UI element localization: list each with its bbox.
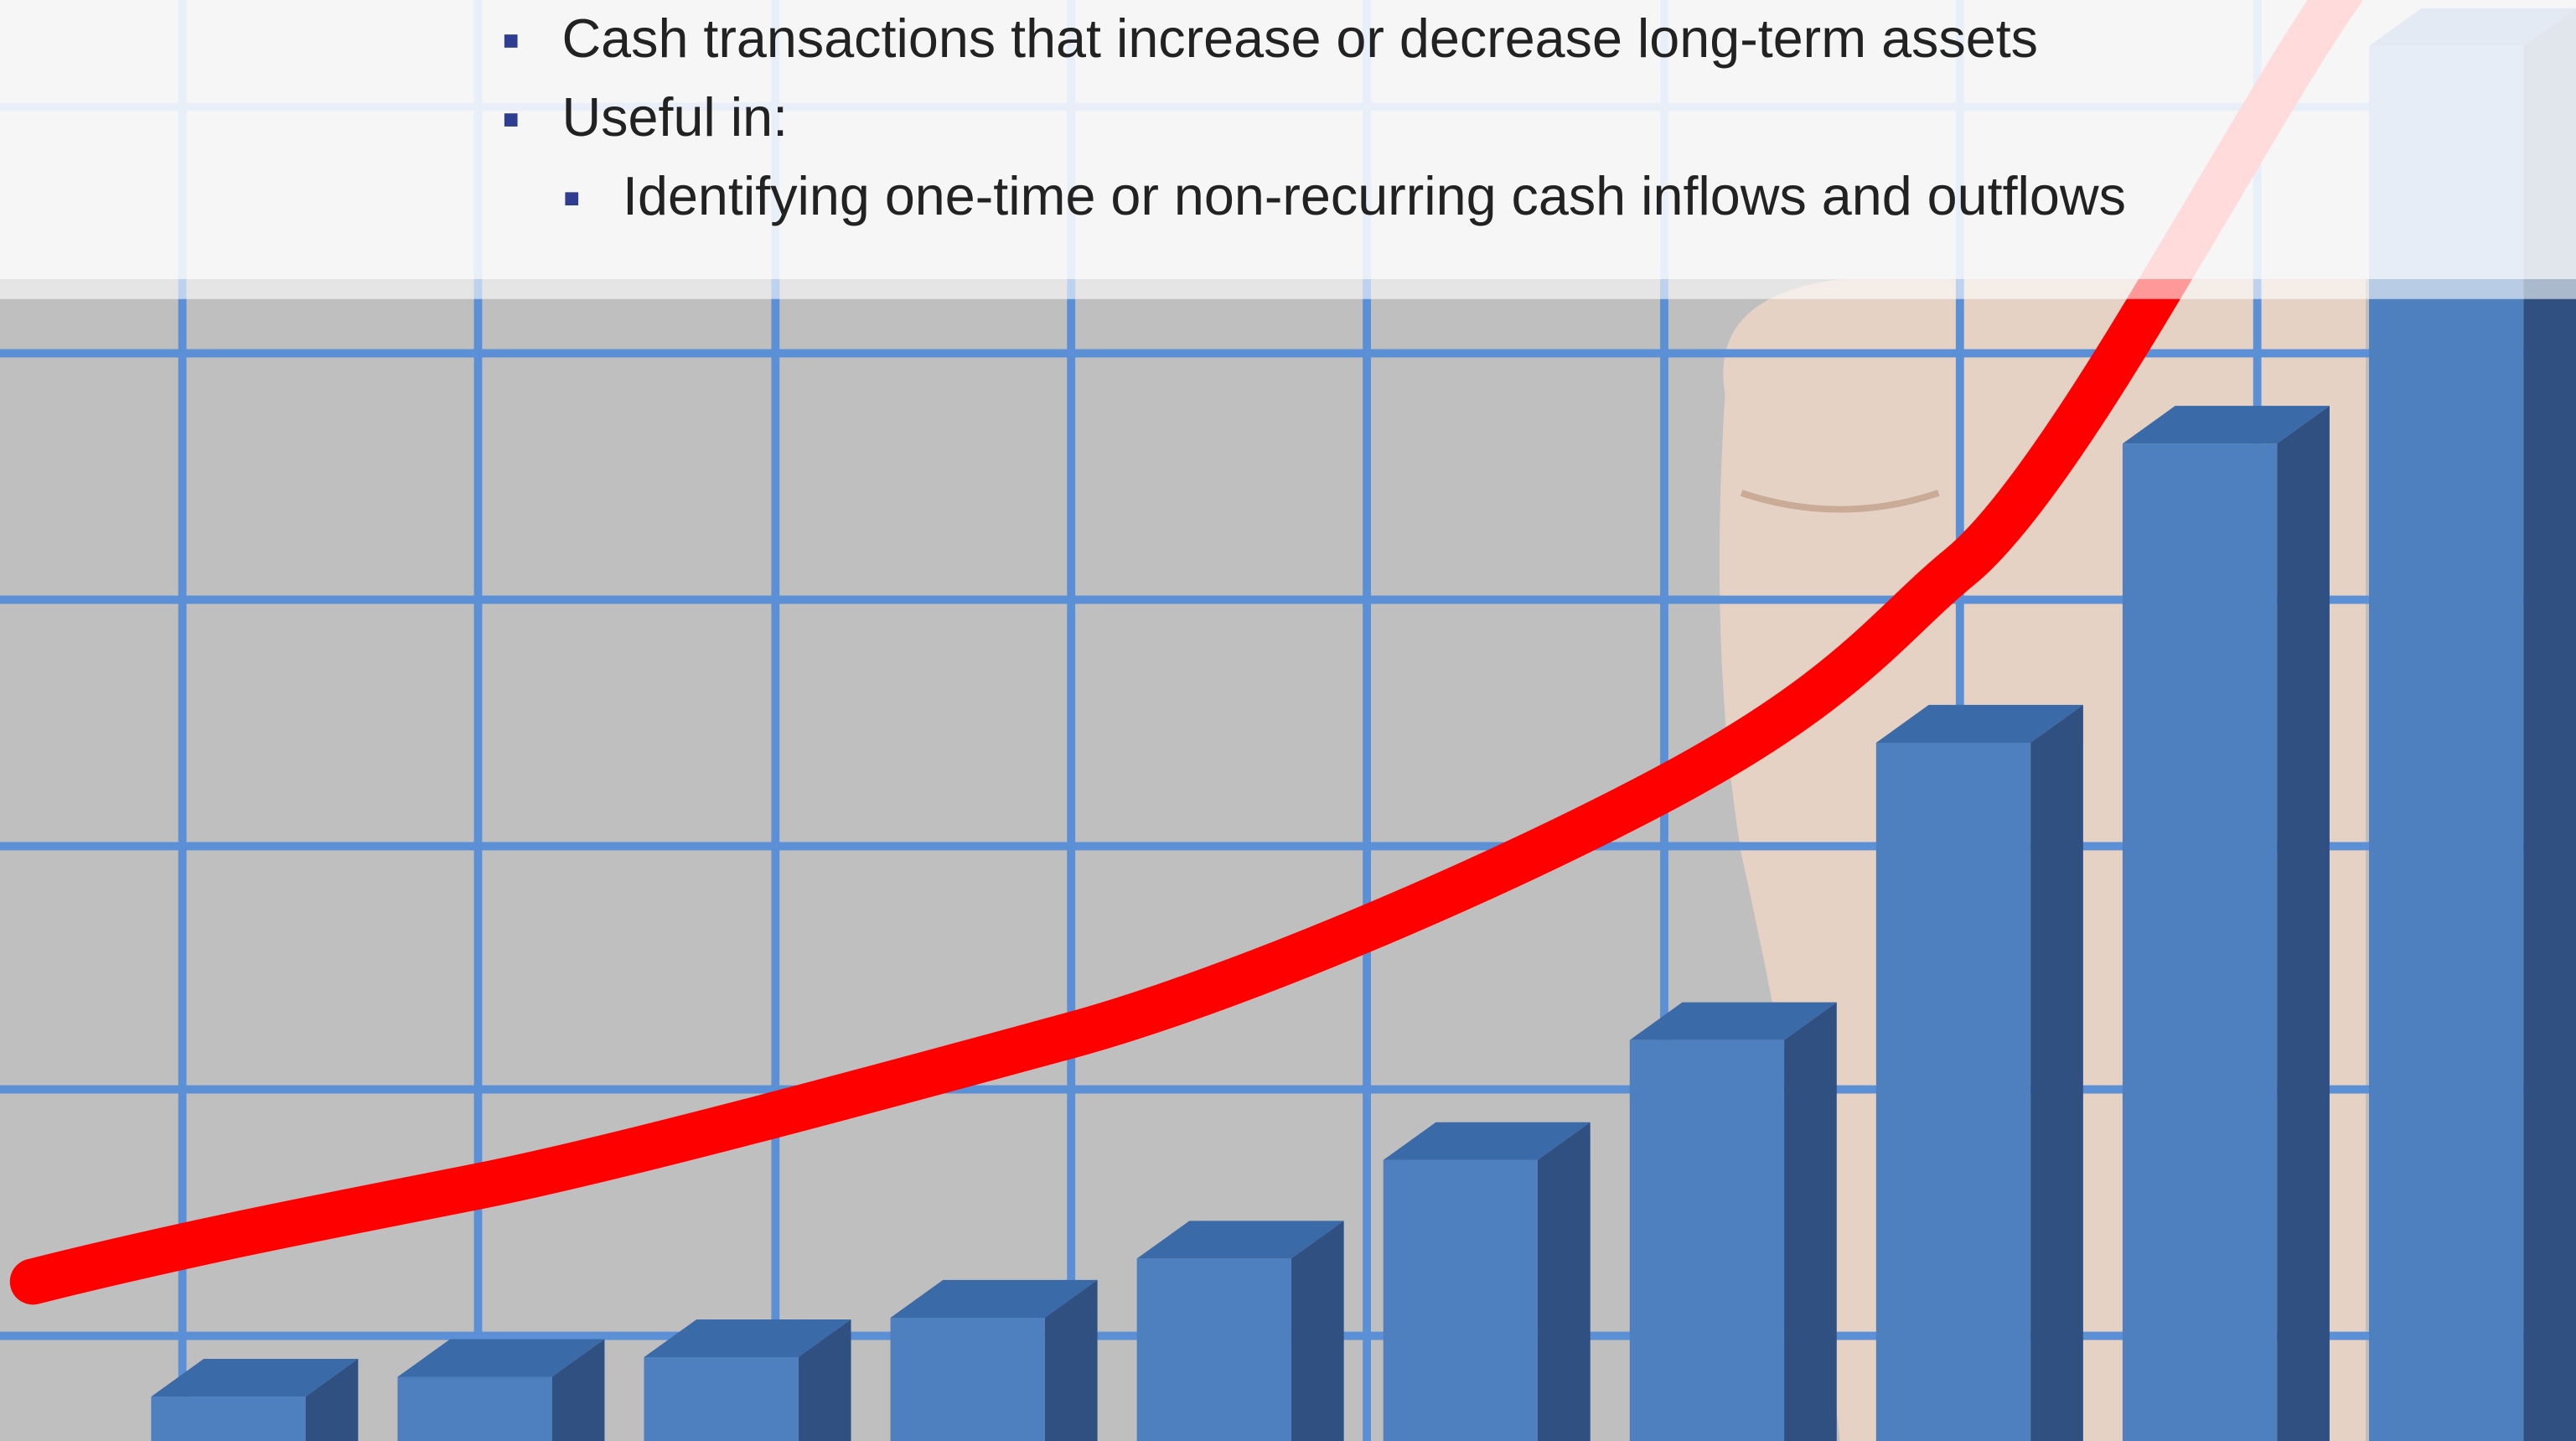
bar-side bbox=[2030, 704, 2083, 1441]
bar-front bbox=[1136, 1258, 1291, 1441]
bar-top bbox=[151, 1358, 359, 1397]
bar-side bbox=[1537, 1122, 1591, 1441]
bar-top bbox=[1629, 1002, 1837, 1040]
bar-side bbox=[305, 1358, 359, 1441]
bar-side bbox=[1784, 1002, 1837, 1441]
bar-top bbox=[1383, 1122, 1591, 1160]
bar-front bbox=[890, 1317, 1045, 1441]
bar-side bbox=[551, 1339, 605, 1441]
bar-top bbox=[644, 1319, 851, 1358]
bar-top bbox=[1875, 704, 2083, 743]
bars bbox=[151, 8, 2576, 1441]
bullet bbox=[504, 113, 518, 127]
bar-front bbox=[1383, 1159, 1538, 1441]
sub-bullet bbox=[565, 192, 579, 206]
bar-top bbox=[2122, 406, 2330, 444]
bar-front bbox=[151, 1397, 306, 1441]
bar-side bbox=[2277, 406, 2330, 1441]
bar-front bbox=[397, 1376, 552, 1441]
bar-front bbox=[2122, 443, 2278, 1441]
bar-front bbox=[1875, 742, 2031, 1441]
bar-side bbox=[798, 1319, 851, 1441]
bullet-text: Cash transactions that increase or decre… bbox=[561, 8, 2038, 69]
bullet-text: Useful in: bbox=[561, 86, 788, 148]
bar-top bbox=[890, 1279, 1098, 1318]
bar-side bbox=[1291, 1221, 1344, 1441]
bar-top bbox=[1136, 1221, 1344, 1259]
bar-front bbox=[2368, 45, 2524, 1441]
text-panel bbox=[0, 0, 2576, 280]
bar-side bbox=[2523, 8, 2576, 1441]
bullet bbox=[504, 34, 518, 48]
panel-edge bbox=[0, 279, 2576, 299]
bar-top bbox=[397, 1339, 605, 1377]
bar-front bbox=[1629, 1039, 1785, 1441]
bar-front bbox=[644, 1357, 799, 1441]
hand-crease bbox=[1740, 490, 1940, 513]
bar-side bbox=[1044, 1279, 1098, 1441]
sub-bullet-text: Identifying one-time or non-recurring ca… bbox=[623, 165, 2126, 226]
